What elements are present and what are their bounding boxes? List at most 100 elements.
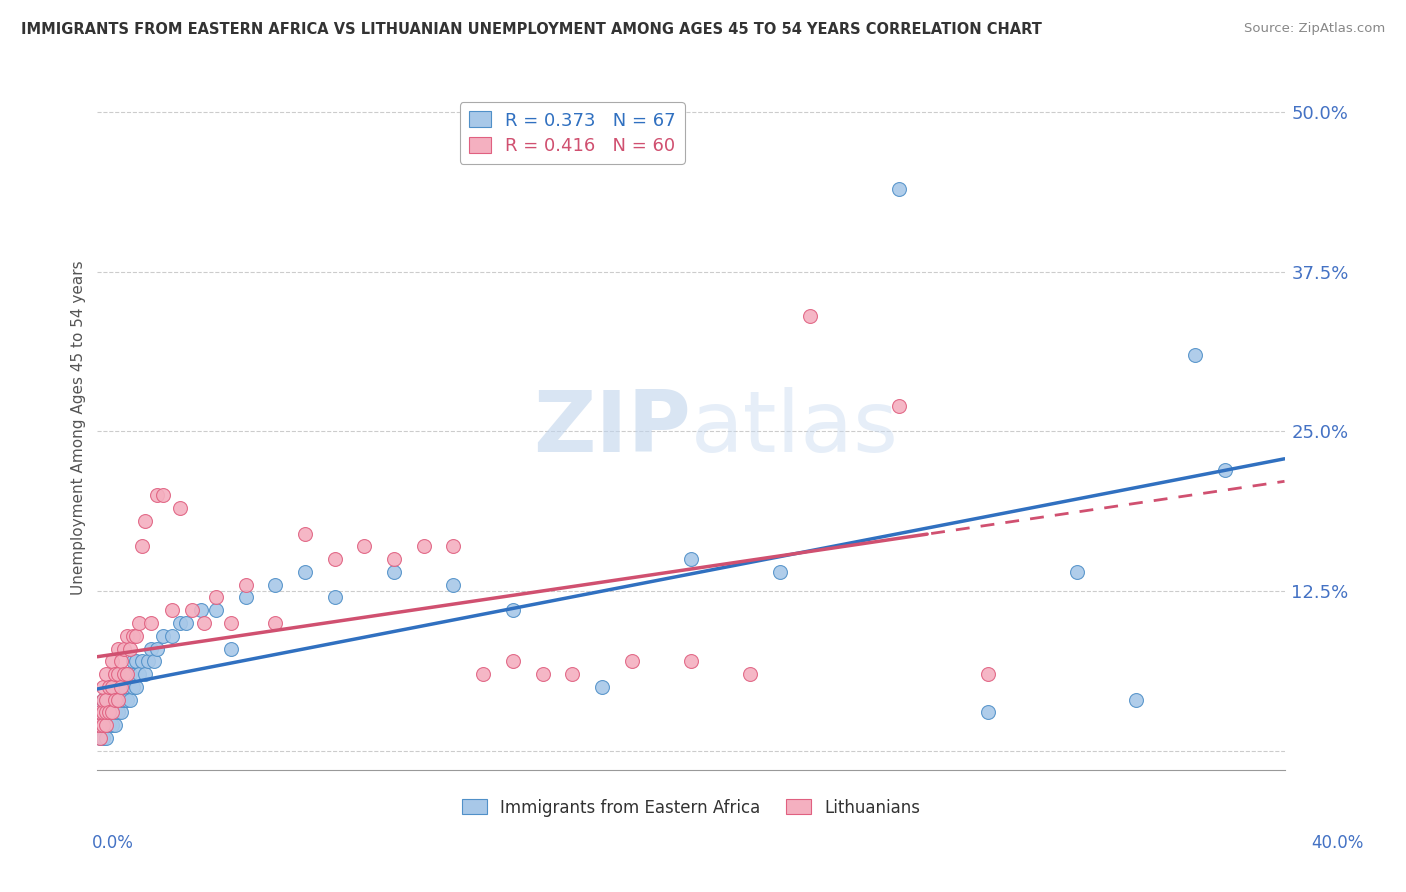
- Point: [472, 667, 495, 681]
- Point: [131, 540, 153, 554]
- Point: [139, 641, 162, 656]
- Point: [620, 654, 643, 668]
- Text: 40.0%: 40.0%: [1312, 834, 1364, 852]
- Point: [145, 641, 167, 656]
- Point: [205, 591, 228, 605]
- Point: [101, 680, 124, 694]
- Text: Source: ZipAtlas.com: Source: ZipAtlas.com: [1244, 22, 1385, 36]
- Point: [1125, 692, 1147, 706]
- Point: [107, 692, 129, 706]
- Point: [136, 654, 159, 668]
- Point: [531, 667, 554, 681]
- Text: 0.0%: 0.0%: [91, 834, 134, 852]
- Point: [115, 629, 138, 643]
- Point: [101, 680, 124, 694]
- Point: [118, 692, 141, 706]
- Text: ZIP: ZIP: [533, 386, 690, 470]
- Point: [96, 718, 118, 732]
- Point: [235, 578, 257, 592]
- Point: [142, 654, 165, 668]
- Text: atlas: atlas: [690, 386, 898, 470]
- Point: [169, 615, 191, 630]
- Point: [160, 629, 183, 643]
- Point: [412, 540, 434, 554]
- Point: [122, 680, 145, 694]
- Point: [112, 641, 135, 656]
- Y-axis label: Unemployment Among Ages 45 to 54 years: Unemployment Among Ages 45 to 54 years: [72, 260, 86, 596]
- Point: [110, 680, 132, 694]
- Point: [323, 552, 346, 566]
- Point: [91, 731, 114, 745]
- Point: [382, 552, 405, 566]
- Point: [502, 654, 524, 668]
- Point: [91, 706, 114, 720]
- Point: [101, 654, 124, 668]
- Point: [152, 629, 174, 643]
- Point: [89, 731, 111, 745]
- Point: [443, 540, 465, 554]
- Point: [104, 692, 127, 706]
- Point: [91, 680, 114, 694]
- Point: [122, 629, 145, 643]
- Point: [115, 667, 138, 681]
- Point: [98, 680, 121, 694]
- Point: [181, 603, 204, 617]
- Point: [89, 718, 111, 732]
- Point: [110, 667, 132, 681]
- Point: [887, 399, 910, 413]
- Point: [91, 692, 114, 706]
- Point: [112, 692, 135, 706]
- Point: [294, 565, 316, 579]
- Point: [679, 552, 702, 566]
- Point: [107, 641, 129, 656]
- Point: [107, 680, 129, 694]
- Point: [107, 667, 129, 681]
- Point: [91, 718, 114, 732]
- Point: [89, 706, 111, 720]
- Point: [176, 615, 198, 630]
- Text: IMMIGRANTS FROM EASTERN AFRICA VS LITHUANIAN UNEMPLOYMENT AMONG AGES 45 TO 54 YE: IMMIGRANTS FROM EASTERN AFRICA VS LITHUA…: [21, 22, 1042, 37]
- Point: [112, 667, 135, 681]
- Point: [160, 603, 183, 617]
- Point: [799, 310, 821, 324]
- Point: [152, 488, 174, 502]
- Point: [125, 680, 148, 694]
- Point: [115, 692, 138, 706]
- Point: [89, 706, 111, 720]
- Point: [125, 629, 148, 643]
- Point: [294, 526, 316, 541]
- Point: [96, 718, 118, 732]
- Point: [96, 692, 118, 706]
- Point: [205, 603, 228, 617]
- Point: [740, 667, 762, 681]
- Point: [169, 501, 191, 516]
- Point: [104, 680, 127, 694]
- Point: [976, 706, 998, 720]
- Point: [96, 692, 118, 706]
- Point: [96, 731, 118, 745]
- Point: [98, 718, 121, 732]
- Point: [110, 654, 132, 668]
- Point: [122, 654, 145, 668]
- Point: [98, 706, 121, 720]
- Point: [98, 706, 121, 720]
- Point: [96, 706, 118, 720]
- Point: [118, 667, 141, 681]
- Point: [193, 615, 215, 630]
- Point: [145, 488, 167, 502]
- Point: [101, 706, 124, 720]
- Point: [264, 615, 287, 630]
- Point: [115, 667, 138, 681]
- Point: [101, 718, 124, 732]
- Point: [110, 692, 132, 706]
- Point: [98, 692, 121, 706]
- Point: [353, 540, 375, 554]
- Point: [101, 706, 124, 720]
- Point: [976, 667, 998, 681]
- Point: [264, 578, 287, 592]
- Point: [219, 641, 242, 656]
- Point: [591, 680, 613, 694]
- Point: [561, 667, 583, 681]
- Point: [128, 667, 150, 681]
- Point: [134, 667, 156, 681]
